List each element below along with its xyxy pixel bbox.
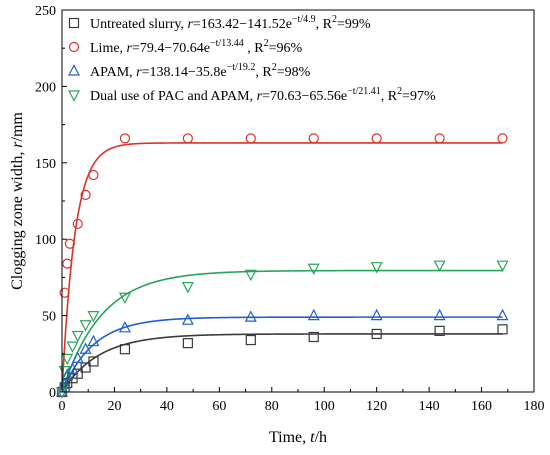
data-point-lime — [62, 258, 73, 269]
fit-curve-dual — [62, 269, 503, 392]
data-point-dual — [79, 320, 92, 332]
y-tick-label: 150 — [35, 157, 56, 172]
data-point-untreated — [371, 328, 382, 340]
legend-label-lime: Lime, r=79.4−70.64e−t/13.44 , R2=96% — [90, 38, 302, 56]
data-point-dual — [370, 262, 383, 274]
data-point-apam — [118, 321, 131, 333]
data-point-apam — [244, 310, 257, 322]
data-point-apam — [433, 308, 446, 321]
data-point-untreated — [119, 344, 131, 355]
fit-curve-lime — [62, 142, 503, 392]
data-point-dual — [307, 263, 320, 276]
data-point-dual — [87, 311, 100, 323]
legend-marker-lime — [68, 41, 80, 53]
legend-marker-untreated — [68, 17, 80, 29]
data-point-apam — [66, 362, 79, 374]
data-point-apam — [71, 351, 84, 363]
data-point-untreated — [245, 334, 256, 346]
data-point-dual — [496, 260, 509, 272]
legend-item-dual: Dual use of PAC and APAM, r=70.63−65.56e… — [68, 86, 436, 104]
data-point-dual — [66, 341, 79, 353]
y-tick-label: 50 — [42, 310, 56, 325]
data-point-lime — [182, 133, 193, 144]
data-point-lime — [80, 189, 91, 200]
legend-item-apam: APAM, r=138.14−35.8e−t/19.2, R2=98% — [68, 62, 311, 80]
fit-curve-apam — [62, 316, 503, 392]
data-point-apam — [496, 308, 509, 321]
data-point-lime — [497, 133, 508, 144]
x-tick-label: 0 — [59, 399, 66, 414]
legend-label-dual: Dual use of PAC and APAM, r=70.63−65.56e… — [90, 86, 436, 104]
data-point-lime — [434, 133, 445, 144]
x-axis-title: Time, t/h — [269, 429, 327, 446]
data-point-lime — [64, 238, 75, 249]
data-point-untreated — [434, 325, 445, 336]
legend-marker-dual — [68, 90, 80, 102]
data-point-lime — [371, 133, 382, 144]
data-point-apam — [370, 308, 383, 321]
data-point-apam — [87, 334, 100, 347]
data-point-lime — [72, 218, 83, 230]
data-point-untreated — [80, 362, 91, 373]
data-point-lime — [245, 133, 256, 144]
data-point-apam — [307, 308, 320, 321]
data-point-dual — [181, 281, 194, 294]
axes: 0 20 40 60 80 100 120 140 160 180 0 50 100 150 200 250 — [35, 4, 545, 414]
legend-label-apam: APAM, r=138.14−35.8e−t/19.2, R2=98% — [90, 62, 311, 80]
data-point-dual — [118, 292, 131, 305]
data-point-lime — [59, 287, 70, 298]
fit-curve-untreated — [62, 333, 503, 392]
legend-marker-apam — [68, 64, 80, 76]
x-tick-label: 160 — [471, 399, 492, 414]
y-tick-label: 0 — [49, 386, 56, 401]
x-tick-label: 100 — [314, 399, 335, 414]
y-tick-label: 100 — [35, 233, 56, 248]
data-point-dual — [433, 260, 446, 272]
data-point-untreated — [497, 324, 508, 335]
data-point-apam — [56, 385, 68, 397]
legend-item-untreated: Untreated slurry, r=163.42−141.52e−t/4.9… — [68, 14, 371, 32]
data-point-dual — [61, 353, 74, 366]
data-point-dual — [244, 269, 257, 282]
x-tick-label: 80 — [265, 399, 279, 414]
data-point-apam — [181, 313, 194, 325]
x-tick-label: 180 — [524, 399, 545, 414]
data-point-dual — [71, 330, 84, 343]
data-point-untreated — [88, 356, 99, 367]
legend-label-untreated: Untreated slurry, r=163.42−141.52e−t/4.9… — [90, 14, 371, 32]
y-tick-label: 200 — [35, 80, 56, 95]
y-axis-title: Clogging zone width, r/mm — [9, 112, 26, 290]
data-point-untreated — [308, 331, 319, 343]
legend: Untreated slurry, r=163.42−141.52e−t/4.9… — [68, 14, 436, 104]
data-point-untreated — [182, 338, 193, 349]
x-tick-label: 140 — [419, 399, 440, 414]
x-tick-label: 60 — [212, 399, 226, 414]
x-tick-label: 20 — [107, 399, 121, 414]
x-tick-label: 120 — [366, 399, 387, 414]
legend-item-lime: Lime, r=79.4−70.64e−t/13.44 , R2=96% — [68, 38, 302, 56]
data-point-apam — [79, 342, 92, 354]
y-tick-label: 250 — [35, 4, 56, 19]
data-point-lime — [88, 169, 99, 181]
plot-area — [56, 133, 509, 399]
data-point-apam — [61, 368, 74, 380]
data-point-lime — [308, 133, 319, 144]
x-tick-label: 40 — [160, 399, 174, 414]
data-point-lime — [119, 133, 131, 144]
